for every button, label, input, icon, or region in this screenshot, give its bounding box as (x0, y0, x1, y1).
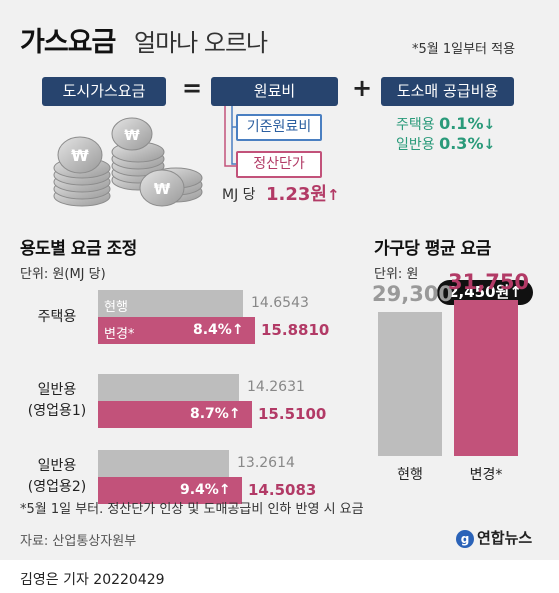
bar-current (98, 450, 229, 477)
change-pct: 8.7%↑ (190, 406, 241, 422)
household-category-label: 현행 (397, 467, 423, 483)
page-subtitle: 얼마나 오르나 (134, 29, 268, 57)
margin-general: 일반용 0.3%↓ (396, 134, 496, 153)
down-arrow-icon: ↓ (483, 117, 496, 133)
household-bar (454, 300, 518, 456)
household-section-title: 가구당 평균 요금 (374, 239, 491, 259)
source: 자료: 산업통상자원부 (20, 534, 137, 549)
supply-cost-box: 도소매 공급비용 (381, 77, 514, 106)
household-value-label: 29,300 (372, 282, 454, 306)
mj-label: MJ 당 (222, 187, 256, 203)
equals-sign: = (182, 74, 203, 102)
change-pct: 8.4%↑ (193, 322, 244, 338)
category-label: 일반용 (영업용1) (27, 382, 87, 419)
svg-text:₩: ₩ (124, 128, 140, 144)
yonhap-logo: g 연합뉴스 (456, 527, 532, 548)
value-label-new: 15.5100 (258, 405, 327, 423)
category-label: 주택용 (37, 308, 77, 325)
margin-home: 주택용 0.1%↓ (396, 114, 496, 133)
up-arrow-icon: ↑ (326, 186, 340, 204)
legend-new: 변경* (104, 327, 135, 342)
legend-current: 현행 (104, 300, 128, 315)
bar-current (98, 374, 239, 401)
value-label-new: 15.8810 (261, 321, 330, 339)
change-pct: 9.4%↑ (180, 482, 231, 498)
coin-stack-illustration: ₩ ₩ ₩ (53, 117, 203, 207)
date-note: *5월 1일부터 적용 (412, 42, 516, 57)
page-title: 가스요금 (20, 27, 116, 58)
svg-text:₩: ₩ (71, 146, 89, 165)
raw-material-box: 원료비 (211, 77, 338, 106)
household-category-label: 변경* (469, 467, 503, 483)
value-label-current: 14.2631 (247, 379, 305, 395)
down-arrow-icon: ↓ (483, 137, 496, 153)
household-bar (378, 312, 442, 456)
up-arrow-icon: ↑ (509, 283, 522, 301)
mj-value: 1.23원↑ (266, 184, 340, 205)
svg-text:₩: ₩ (154, 180, 171, 198)
footnote: *5월 1일 부터. 정산단가 인상 및 도매공급비 인하 반영 시 요금 (20, 502, 364, 517)
household-section-unit: 단위: 원 (374, 267, 419, 282)
usage-section-title: 용도별 요금 조정 (20, 239, 137, 259)
usage-section-unit: 단위: 원(MJ 당) (20, 267, 106, 282)
city-gas-fee-box: 도시가스요금 (42, 77, 166, 106)
bar-new (98, 317, 255, 344)
value-label-new: 14.5083 (248, 481, 317, 499)
value-label-current: 14.6543 (251, 295, 309, 311)
yonhap-globe-icon: g (456, 530, 474, 548)
value-label-current: 13.2614 (237, 455, 295, 471)
bar-new (98, 477, 242, 504)
category-label: 일반용 (영업용2) (27, 458, 87, 495)
formula-connector-lines (224, 106, 236, 167)
bar-new (98, 401, 252, 428)
base-raw-cost-box: 기준원료비 (236, 114, 322, 141)
bar-current (98, 290, 243, 317)
settlement-price-box: 정산단가 (236, 151, 322, 178)
plus-sign: + (352, 74, 373, 102)
household-value-label: 31,750 (448, 270, 530, 294)
credit: 김영은 기자 20220429 (20, 572, 165, 588)
